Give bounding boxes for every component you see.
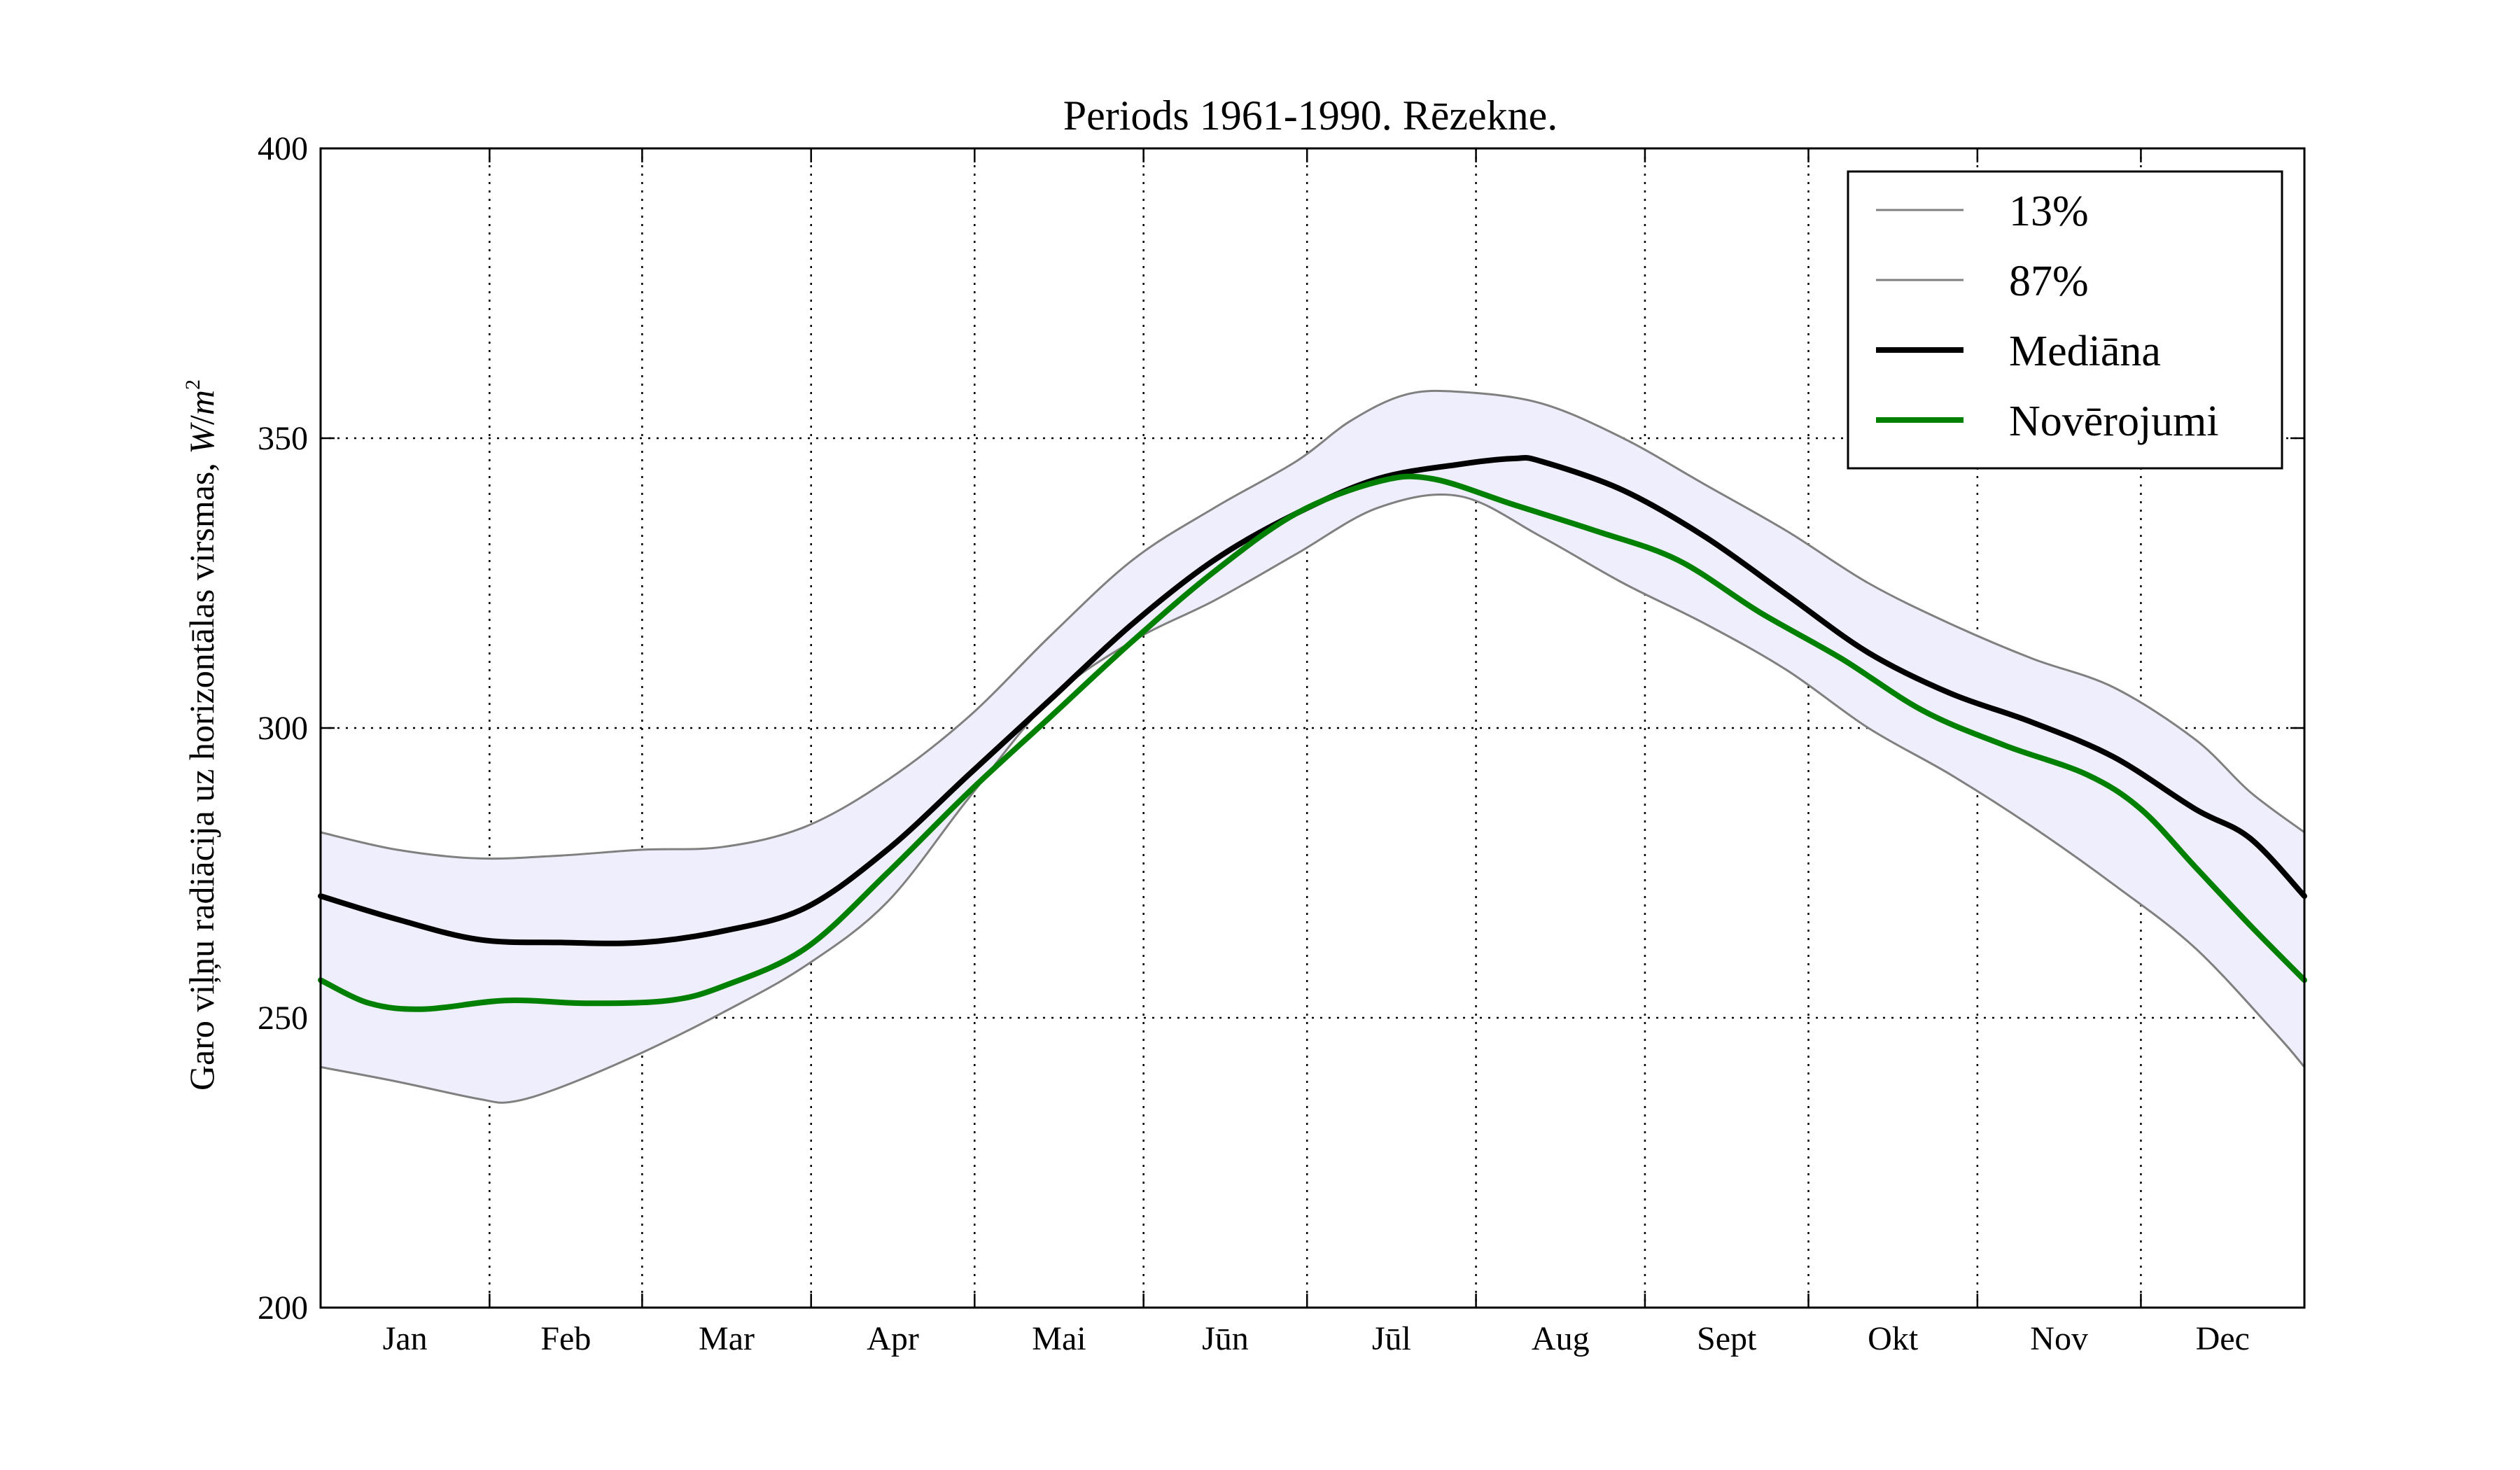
x-tick-label-okt: Okt: [1868, 1320, 1919, 1357]
x-tick-label-mai: Mai: [1032, 1320, 1086, 1357]
x-tick-label-jūl: Jūl: [1372, 1320, 1411, 1357]
y-tick-label: 200: [258, 1289, 308, 1326]
plot-area: 200 250 300 350 400 Jan Feb Mar Apr Mai Jūn Jūl Aug S…: [258, 130, 2307, 1357]
y-axis-label-unit-m: m: [182, 390, 221, 415]
axes-frame: [319, 147, 2306, 1309]
x-tick-label-sept: Sept: [1697, 1320, 1757, 1357]
y-axis-label-unit-slash: /: [182, 415, 221, 425]
x-tick-label-jan: Jan: [383, 1320, 428, 1357]
y-tick-label: 350: [258, 420, 308, 457]
x-tick-label-aug: Aug: [1532, 1320, 1590, 1357]
y-axis-label: Garo viļņu radiācija uz horizontālas vir…: [181, 379, 221, 1091]
legend-label-0: 13%: [2009, 188, 2089, 235]
series-line-0: [319, 493, 2306, 1104]
x-tick-label-apr: Apr: [867, 1320, 919, 1357]
y-axis-label-text: Garo viļņu radiācija uz horizontālas vir…: [182, 454, 221, 1091]
legend-label-2: Mediāna: [2009, 328, 2161, 375]
series-line-1: [319, 389, 2306, 860]
y-axis-label-unit-exp: 2: [181, 379, 204, 390]
y-tick-label: 300: [258, 710, 308, 747]
x-tick-label-dec: Dec: [2196, 1320, 2250, 1357]
x-tick-label-mar: Mar: [699, 1320, 755, 1357]
percentile-band: [321, 391, 2304, 1103]
y-tick-label: 400: [258, 130, 308, 167]
y-tick-label: 250: [258, 1000, 308, 1037]
x-tick-label-nov: Nov: [2030, 1320, 2088, 1357]
chart-title: Periods 1961-1990. Rēzekne.: [1063, 92, 1558, 139]
series-line-3: [318, 473, 2307, 1012]
x-tick-label-jūn: Jūn: [1202, 1320, 1249, 1357]
x-tick-label-feb: Feb: [540, 1320, 591, 1357]
legend-label-3: Novērojumi: [2009, 398, 2219, 445]
legend: 13% 87% Mediāna Novērojumi: [1847, 170, 2283, 470]
legend-label-1: 87%: [2009, 258, 2089, 305]
y-axis-label-unit-w: W: [182, 422, 221, 454]
